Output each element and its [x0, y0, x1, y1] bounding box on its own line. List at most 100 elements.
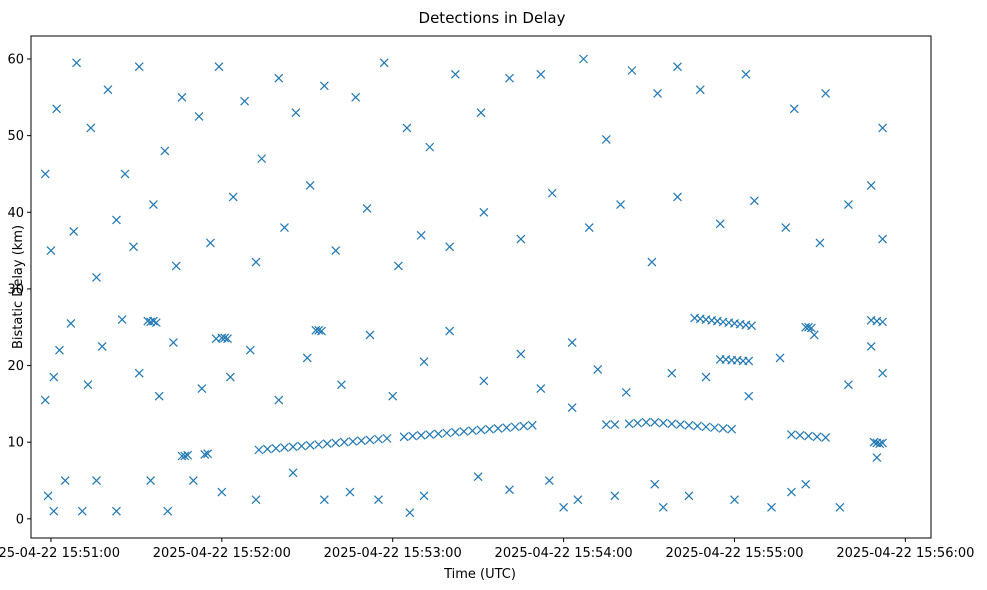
data-point — [274, 395, 284, 405]
data-point — [519, 421, 529, 431]
data-point — [200, 450, 210, 459]
data-point — [351, 92, 361, 102]
data-point — [257, 154, 267, 164]
data-point — [302, 353, 312, 363]
data-point — [262, 444, 272, 454]
data-point — [843, 380, 853, 390]
data-point — [280, 443, 289, 452]
data-point — [374, 434, 383, 444]
data-point — [878, 317, 888, 327]
data-point — [593, 364, 603, 374]
data-point — [650, 479, 660, 489]
y-tick-label: 60 — [7, 52, 24, 67]
data-point — [866, 181, 876, 190]
data-point — [274, 73, 284, 83]
data-point — [878, 368, 888, 378]
data-point — [866, 341, 876, 351]
data-point — [693, 421, 702, 431]
data-point — [601, 420, 611, 429]
data-point — [573, 495, 583, 505]
data-point — [134, 62, 144, 72]
data-point — [151, 318, 161, 328]
data-point — [433, 429, 443, 439]
data-point — [869, 437, 879, 447]
data-point — [228, 192, 238, 202]
data-point — [781, 223, 791, 233]
data-point — [493, 423, 503, 433]
data-point — [878, 438, 888, 448]
chart-title: Detections in Delay — [419, 9, 566, 27]
data-point — [647, 257, 657, 267]
data-point — [240, 96, 250, 106]
data-point — [547, 188, 557, 198]
data-point — [180, 451, 190, 461]
data-point — [60, 476, 70, 485]
data-point — [624, 419, 634, 429]
data-point — [701, 372, 711, 382]
data-point — [579, 54, 588, 64]
data-point — [485, 424, 494, 434]
data-point — [356, 436, 366, 446]
data-point — [878, 234, 888, 244]
y-axis: 0 10 20 30 40 50 60 — [7, 52, 31, 527]
x-axis: 2025-04-22 15:51:00 2025-04-22 15:52:00 20… — [0, 538, 974, 561]
data-point — [695, 85, 705, 95]
data-point — [188, 476, 198, 485]
data-point — [92, 272, 101, 282]
data-point — [288, 468, 298, 478]
data-point — [345, 487, 355, 497]
data-point — [46, 246, 56, 256]
data-point — [149, 316, 158, 326]
data-point — [673, 192, 682, 202]
data-point — [245, 345, 255, 355]
data-point — [288, 442, 298, 452]
data-point — [348, 437, 358, 446]
data-point — [399, 432, 409, 442]
data-point — [730, 495, 739, 505]
x-axis-label: Time (UTC) — [443, 567, 516, 582]
data-point — [445, 326, 455, 336]
data-point — [425, 142, 435, 152]
data-point — [225, 372, 235, 382]
data-point — [194, 112, 204, 121]
data-point — [112, 506, 121, 516]
data-point — [171, 261, 181, 271]
data-point — [77, 506, 87, 516]
data-point — [339, 437, 349, 447]
data-point — [744, 356, 754, 366]
scatter-markers — [40, 54, 888, 518]
data-point — [658, 502, 668, 512]
data-point — [297, 441, 306, 451]
data-point — [567, 403, 577, 413]
data-point — [331, 246, 341, 256]
data-point — [217, 487, 227, 497]
data-point — [319, 495, 329, 505]
data-point — [821, 89, 831, 98]
data-point — [806, 323, 816, 333]
data-point — [254, 445, 264, 455]
y-tick-label: 0 — [16, 512, 24, 527]
data-point — [40, 395, 50, 405]
plot-area-frame — [30, 35, 932, 539]
data-point — [160, 146, 170, 156]
data-point — [684, 420, 694, 430]
data-point — [536, 69, 546, 79]
data-point — [878, 123, 888, 133]
data-point — [801, 479, 811, 489]
data-point — [787, 430, 796, 439]
data-point — [382, 433, 392, 443]
data-point — [821, 433, 831, 443]
data-point — [97, 341, 107, 351]
data-point — [49, 506, 59, 516]
data-point — [445, 242, 455, 252]
data-point — [787, 487, 796, 497]
data-point — [72, 58, 81, 68]
data-point — [146, 476, 156, 485]
y-tick-label: 50 — [7, 129, 24, 144]
data-point — [405, 508, 415, 518]
data-point — [55, 345, 64, 355]
data-point — [134, 368, 144, 378]
data-point — [633, 418, 643, 428]
data-point — [177, 92, 187, 102]
data-point — [559, 502, 569, 512]
